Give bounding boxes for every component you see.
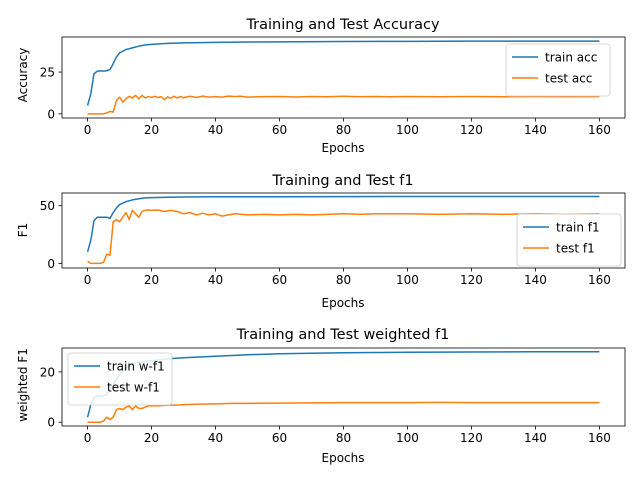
weighted-f1-x-tick-label: 60 xyxy=(272,431,287,445)
f1-x-tick-label: 120 xyxy=(460,273,483,287)
f1-series-line-train-f1 xyxy=(86,195,600,253)
weighted-f1-series-line-test-w-f1 xyxy=(87,401,600,423)
f1-x-tick-label: 60 xyxy=(272,273,287,287)
f1-legend-label: test f1 xyxy=(556,242,595,256)
accuracy-legend: train acc test acc xyxy=(505,43,611,97)
weighted-f1-y-tick-label: 20 xyxy=(40,365,55,379)
weighted-f1-legend-label: train w-f1 xyxy=(107,360,165,374)
weighted-f1-legend-label: test w-f1 xyxy=(107,381,160,395)
f1-title: Training and Test f1 xyxy=(271,173,413,189)
accuracy-x-tick-label: 60 xyxy=(272,123,287,137)
accuracy-y-tick-label: 0 xyxy=(47,107,55,121)
accuracy-x-tick-label: 80 xyxy=(336,123,351,137)
accuracy-x-tick-label: 20 xyxy=(144,123,159,137)
accuracy-x-tick-label: 40 xyxy=(208,123,223,137)
accuracy-subplot: Training and Test Accuracy Accuracy Epoc… xyxy=(16,17,626,155)
f1-x-tick-label: 140 xyxy=(524,273,547,287)
accuracy-x-tick-label: 140 xyxy=(524,123,547,137)
accuracy-legend-label: test acc xyxy=(545,72,592,86)
accuracy-series-line-train-acc xyxy=(86,40,600,106)
weighted-f1-x-axis-label: Epochs xyxy=(322,451,365,465)
accuracy-x-tick-label: 120 xyxy=(460,123,483,137)
weighted-f1-title: Training and Test weighted f1 xyxy=(236,327,450,343)
f1-legend: train f1 test f1 xyxy=(516,213,622,267)
f1-x-tick-label: 0 xyxy=(84,273,92,287)
f1-x-tick-label: 100 xyxy=(396,273,419,287)
f1-x-tick-label: 40 xyxy=(208,273,223,287)
weighted-f1-x-tick-label: 40 xyxy=(208,431,223,445)
weighted-f1-y-axis-label: weighted F1 xyxy=(16,348,30,422)
accuracy-x-tick-label: 0 xyxy=(84,123,92,137)
f1-y-tick-label: 0 xyxy=(47,257,55,271)
weighted-f1-x-tick-label: 140 xyxy=(524,431,547,445)
accuracy-title: Training and Test Accuracy xyxy=(245,17,439,33)
weighted-f1-x-tick-label: 80 xyxy=(336,431,351,445)
f1-y-tick-label: 50 xyxy=(40,199,55,213)
weighted-f1-x-tick-label: 120 xyxy=(460,431,483,445)
f1-x-tick-label: 160 xyxy=(588,273,611,287)
weighted-f1-x-tick-label: 160 xyxy=(588,431,611,445)
weighted-f1-y-tick-label: 0 xyxy=(47,416,55,430)
weighted-f1-legend: train w-f1 test w-f1 xyxy=(67,352,173,406)
f1-series-line-test-f1 xyxy=(87,209,600,265)
accuracy-x-tick-label: 160 xyxy=(588,123,611,137)
f1-legend-label: train f1 xyxy=(556,221,600,235)
weighted-f1-x-tick-label: 0 xyxy=(84,431,92,445)
weighted-f1-x-tick-label: 20 xyxy=(144,431,159,445)
accuracy-series-line-test-acc xyxy=(87,94,600,115)
f1-x-tick-label: 80 xyxy=(336,273,351,287)
accuracy-x-tick-label: 100 xyxy=(396,123,419,137)
f1-y-axis-label: F1 xyxy=(16,223,30,238)
weighted-f1-subplot: Training and Test weighted f1 weighted F… xyxy=(16,327,626,465)
weighted-f1-x-tick-label: 100 xyxy=(396,431,419,445)
accuracy-legend-label: train acc xyxy=(545,51,597,65)
f1-subplot: Training and Test f1 F1 Epochs 0 20 40 60 80… xyxy=(16,173,626,310)
accuracy-y-axis-label: Accuracy xyxy=(16,48,30,103)
f1-x-tick-label: 20 xyxy=(144,273,159,287)
accuracy-y-tick-label: 25 xyxy=(40,66,55,80)
f1-x-axis-label: Epochs xyxy=(322,296,365,310)
accuracy-x-axis-label: Epochs xyxy=(322,141,365,155)
